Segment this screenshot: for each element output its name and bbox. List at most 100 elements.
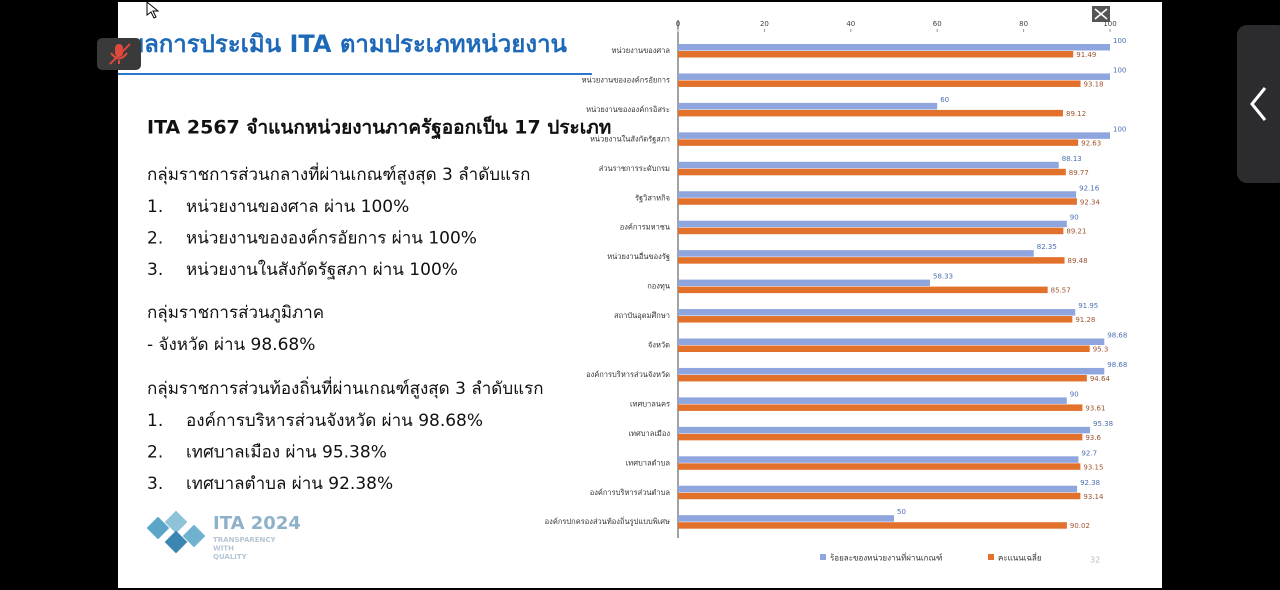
page-number: 32	[1090, 556, 1100, 565]
bar	[678, 485, 1078, 493]
bar	[678, 463, 1081, 470]
list-number: 3.	[147, 474, 163, 494]
mute-indicator	[97, 38, 141, 70]
value-label: 50	[897, 508, 906, 516]
bar	[678, 168, 1066, 176]
value-label: 92.16	[1079, 184, 1100, 192]
bar	[678, 220, 1067, 228]
logo: ITA 2024	[146, 510, 301, 554]
fullscreen-glyph[interactable]	[1094, 8, 1108, 20]
slide-heading: ITA 2567 จำแนกหน่วยงานภาครัฐออกเป็น 17 ป…	[147, 115, 611, 141]
value-label: 92.38	[1080, 479, 1100, 487]
chevron[interactable]	[1250, 87, 1267, 121]
value-label: 95.3	[1093, 346, 1109, 354]
value-label: 91.95	[1078, 302, 1098, 310]
category-label: เทศบาลตำบล	[626, 458, 670, 467]
bar	[678, 522, 1067, 529]
value-label: 93.18	[1084, 80, 1104, 88]
value-label: 89.77	[1069, 169, 1089, 177]
bar	[678, 161, 1059, 169]
list-text: - จังหวัด ผ่าน 98.68%	[147, 335, 315, 355]
value-label: 89.12	[1066, 110, 1086, 118]
value-label: 92.7	[1081, 449, 1097, 457]
side-panel[interactable]	[1237, 25, 1280, 183]
category-label: หน่วยงานขององค์กรอิสระ	[586, 105, 670, 114]
bar	[678, 492, 1081, 500]
list-number: 1.	[147, 411, 163, 431]
category-label: รัฐวิสาหกิจ	[635, 193, 670, 202]
list-text: หน่วยงานของศาล ผ่าน 100%	[186, 197, 409, 217]
bar	[678, 515, 894, 522]
list-number: 3.	[147, 260, 163, 280]
value-label: 93.61	[1085, 404, 1105, 412]
category-label: หน่วยงานในสังกัดรัฐสภา	[590, 134, 670, 143]
category-label: หน่วยงานของศาล	[611, 46, 670, 55]
bar	[678, 198, 1077, 205]
bar	[678, 433, 1083, 441]
list-number: 1.	[147, 197, 163, 217]
value-label: 93.15	[1083, 463, 1103, 471]
value-label: 85.57	[1051, 287, 1071, 295]
bar	[678, 73, 1110, 80]
value-label: 91.28	[1075, 316, 1095, 324]
category-label: องค์การบริหารส่วนตำบล	[590, 488, 670, 497]
legend-swatch	[820, 554, 826, 560]
bar	[678, 139, 1079, 146]
legend-label: ร้อยละของหน่วยงานที่ผ่านเกณฑ์	[830, 552, 943, 563]
category-label: กองทุน	[647, 282, 670, 291]
x-tick-label: 40	[846, 20, 855, 28]
category-label: ส่วนราชการระดับกรม	[599, 164, 670, 173]
bar	[678, 279, 930, 287]
value-label: 92.34	[1080, 198, 1101, 206]
home-indicator	[475, 572, 805, 579]
value-label: 90.02	[1070, 522, 1090, 530]
group-title: กลุ่มราชการส่วนกลางที่ผ่านเกณฑ์สูงสุด 3 …	[147, 162, 530, 185]
value-label: 100	[1113, 37, 1126, 45]
mic-slash	[109, 43, 131, 65]
bar	[678, 367, 1105, 375]
category-label: องค์กรปกครองส่วนท้องถิ่นรูปแบบพิเศษ	[545, 516, 670, 526]
x-tick-label: 0	[676, 20, 680, 28]
bar	[678, 426, 1091, 434]
bar	[678, 132, 1110, 139]
list-text: หน่วยงานขององค์กรอัยการ ผ่าน 100%	[186, 229, 477, 249]
bar	[678, 250, 1034, 257]
value-label: 90	[1070, 214, 1079, 222]
list-number: 2.	[147, 229, 163, 249]
slide-title: ผลการประเมิน ITA ตามประเภทหน่วยงาน	[130, 30, 568, 58]
category-label: จังหวัด	[648, 341, 670, 350]
x-tick-label: 100	[1103, 20, 1116, 28]
value-label: 100	[1113, 125, 1126, 133]
value-label: 90	[1070, 390, 1079, 398]
fullscreen-icon[interactable]	[1092, 6, 1110, 22]
logo-tagline: TRANSPARENCY	[213, 536, 277, 544]
bar	[678, 456, 1079, 463]
cursor	[146, 0, 160, 19]
category-label: เทศบาลเมือง	[628, 429, 670, 438]
value-label: 100	[1113, 66, 1126, 74]
value-label: 89.48	[1068, 257, 1088, 265]
list-text: เทศบาลเมือง ผ่าน 95.38%	[186, 443, 387, 463]
value-label: 89.21	[1066, 228, 1086, 236]
slide	[118, 2, 1162, 588]
bar	[678, 257, 1065, 264]
value-label: 91.49	[1076, 51, 1096, 59]
category-label: องค์การมหาชน	[620, 223, 670, 232]
bar	[678, 102, 938, 110]
category-label: องค์การบริหารส่วนจังหวัด	[586, 370, 670, 379]
logo-name: ITA 2024	[213, 513, 301, 534]
bar	[678, 51, 1074, 58]
bar	[678, 286, 1048, 294]
category-label: สถาบันอุดมศึกษา	[614, 311, 670, 320]
value-label: 60	[940, 96, 949, 104]
list-text: เทศบาลตำบล ผ่าน 92.38%	[186, 474, 393, 494]
bar	[678, 44, 1110, 51]
bar	[678, 191, 1077, 198]
value-label: 92.63	[1081, 139, 1101, 147]
logo-tagline: QUALITY	[213, 553, 248, 561]
bar	[678, 316, 1073, 323]
list-number: 2.	[147, 443, 163, 463]
category-label: หน่วยงานอื่นของรัฐ	[607, 251, 670, 261]
side-panel-bg[interactable]	[1237, 25, 1280, 183]
